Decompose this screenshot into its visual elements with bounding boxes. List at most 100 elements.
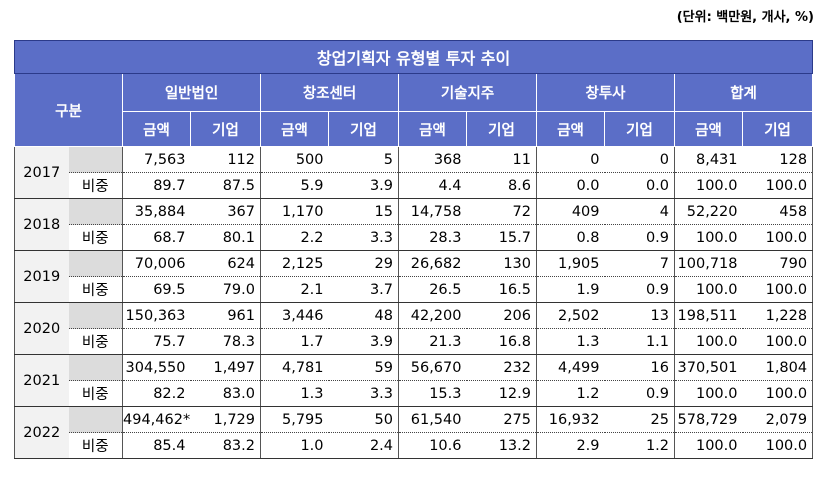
year-label: 2018 bbox=[14, 198, 69, 251]
amount-cell: 578,729 bbox=[674, 406, 743, 433]
amount-cell: 70,006 bbox=[122, 250, 191, 277]
ratio-cell: 5.9 bbox=[260, 172, 329, 199]
ratio-cell: 87.5 bbox=[190, 172, 261, 199]
company-count-cell: 13 bbox=[604, 302, 675, 329]
amount-cell: 2,125 bbox=[260, 250, 329, 277]
ratio-cell: 68.7 bbox=[122, 224, 191, 251]
category-header: 창조센터 bbox=[260, 73, 399, 112]
company-count-cell: 112 bbox=[190, 146, 261, 173]
amount-cell: 4,781 bbox=[260, 354, 329, 381]
ratio-cell: 82.2 bbox=[122, 380, 191, 407]
company-count-cell: 72 bbox=[466, 198, 537, 225]
ratio-cell: 0.0 bbox=[536, 172, 605, 199]
amount-cell: 150,363 bbox=[122, 302, 191, 329]
company-count-cell: 11 bbox=[466, 146, 537, 173]
company-count-cell: 50 bbox=[328, 406, 399, 433]
ratio-cell: 1.3 bbox=[536, 328, 605, 355]
ratio-cell: 16.8 bbox=[466, 328, 537, 355]
ratio-cell: 21.3 bbox=[398, 328, 467, 355]
amount-cell: 4,499 bbox=[536, 354, 605, 381]
ratio-cell: 89.7 bbox=[122, 172, 191, 199]
year-label: 2021 bbox=[14, 354, 69, 407]
year-label: 2017 bbox=[14, 146, 69, 199]
ratio-cell: 0.9 bbox=[604, 276, 675, 303]
ratio-cell: 12.9 bbox=[466, 380, 537, 407]
amount-cell: 3,446 bbox=[260, 302, 329, 329]
company-count-cell: 1,804 bbox=[742, 354, 814, 381]
company-count-cell: 367 bbox=[190, 198, 261, 225]
ratio-cell: 100.0 bbox=[674, 432, 743, 459]
amount-cell: 14,758 bbox=[398, 198, 467, 225]
sub-header: 금액 bbox=[398, 111, 467, 147]
ratio-label: 비중 bbox=[68, 172, 123, 199]
company-count-cell: 458 bbox=[742, 198, 814, 225]
ratio-cell: 100.0 bbox=[742, 224, 814, 251]
table-row-values: 2021 304,550 1,497 4,781 59 56,670 232 4,499 16 3… bbox=[14, 354, 814, 407]
table-title: 창업기획자 유형별 투자 추이 bbox=[13, 40, 814, 74]
ratio-cell: 75.7 bbox=[122, 328, 191, 355]
amount-cell: 198,511 bbox=[674, 302, 743, 329]
sub-header: 기업 bbox=[190, 111, 261, 147]
ratio-cell: 79.0 bbox=[190, 276, 261, 303]
ratio-cell: 78.3 bbox=[190, 328, 261, 355]
ratio-cell: 3.3 bbox=[328, 380, 399, 407]
ratio-cell: 3.7 bbox=[328, 276, 399, 303]
company-count-cell: 624 bbox=[190, 250, 261, 277]
blank-cell bbox=[68, 146, 123, 173]
table-row-ratios: 비중 75.7 78.3 1.7 3.9 21.3 16.8 1.3 1.1 100.0 100.0 bbox=[15, 328, 814, 355]
company-count-cell: 128 bbox=[742, 146, 814, 173]
ratio-cell: 83.2 bbox=[190, 432, 261, 459]
ratio-cell: 2.9 bbox=[536, 432, 605, 459]
company-count-cell: 790 bbox=[742, 250, 814, 277]
table-row-values: 2022 494,462* 1,729 5,795 50 61,540 275 16,932 2… bbox=[14, 406, 814, 459]
company-count-cell: 16 bbox=[604, 354, 675, 381]
company-count-cell: 2,079 bbox=[742, 406, 814, 433]
table-row-ratios: 비중 69.5 79.0 2.1 3.7 26.5 16.5 1.9 0.9 100.0 100.0 bbox=[15, 276, 814, 303]
category-header: 일반법인 bbox=[122, 73, 261, 112]
amount-cell: 35,884 bbox=[122, 198, 191, 225]
amount-cell: 2,502 bbox=[536, 302, 605, 329]
ratio-cell: 0.8 bbox=[536, 224, 605, 251]
amount-cell: 494,462* bbox=[122, 406, 191, 433]
ratio-cell: 100.0 bbox=[742, 432, 814, 459]
amount-cell: 1,170 bbox=[260, 198, 329, 225]
row-header: 구분 bbox=[14, 73, 123, 147]
ratio-cell: 10.6 bbox=[398, 432, 467, 459]
ratio-label: 비중 bbox=[68, 224, 123, 251]
amount-cell: 52,220 bbox=[674, 198, 743, 225]
company-count-cell: 206 bbox=[466, 302, 537, 329]
ratio-label: 비중 bbox=[68, 432, 123, 459]
year-label: 2019 bbox=[14, 250, 69, 303]
amount-cell: 8,431 bbox=[674, 146, 743, 173]
company-count-cell: 25 bbox=[604, 406, 675, 433]
ratio-cell: 100.0 bbox=[674, 276, 743, 303]
ratio-cell: 1.0 bbox=[260, 432, 329, 459]
sub-header: 금액 bbox=[260, 111, 329, 147]
ratio-cell: 1.9 bbox=[536, 276, 605, 303]
ratio-cell: 100.0 bbox=[674, 224, 743, 251]
ratio-cell: 15.3 bbox=[398, 380, 467, 407]
table-row-values: 2018 35,884 367 1,170 15 14,758 72 409 4 52,220 45… bbox=[14, 198, 814, 251]
amount-cell: 7,563 bbox=[122, 146, 191, 173]
ratio-cell: 28.3 bbox=[398, 224, 467, 251]
amount-cell: 368 bbox=[398, 146, 467, 173]
table-row-ratios: 비중 85.4 83.2 1.0 2.4 10.6 13.2 2.9 1.2 100.0 100.0 bbox=[15, 432, 814, 459]
ratio-cell: 100.0 bbox=[674, 380, 743, 407]
ratio-cell: 100.0 bbox=[742, 328, 814, 355]
amount-cell: 16,932 bbox=[536, 406, 605, 433]
ratio-cell: 1.3 bbox=[260, 380, 329, 407]
company-count-cell: 1,497 bbox=[190, 354, 261, 381]
ratio-cell: 3.9 bbox=[328, 172, 399, 199]
ratio-cell: 100.0 bbox=[742, 380, 814, 407]
ratio-cell: 1.2 bbox=[536, 380, 605, 407]
amount-cell: 100,718 bbox=[674, 250, 743, 277]
amount-cell: 61,540 bbox=[398, 406, 467, 433]
investment-table: 창업기획자 유형별 투자 추이 구분 일반법인 창조센터 기술지주 창투사 합계… bbox=[13, 40, 814, 459]
table-row-values: 2019 70,006 624 2,125 29 26,682 130 1,905 7 100,7… bbox=[14, 250, 814, 303]
ratio-cell: 1.1 bbox=[604, 328, 675, 355]
category-header: 합계 bbox=[673, 73, 814, 112]
sub-header: 금액 bbox=[674, 111, 743, 147]
category-header: 기술지주 bbox=[398, 73, 537, 112]
amount-cell: 304,550 bbox=[122, 354, 191, 381]
ratio-cell: 80.1 bbox=[190, 224, 261, 251]
